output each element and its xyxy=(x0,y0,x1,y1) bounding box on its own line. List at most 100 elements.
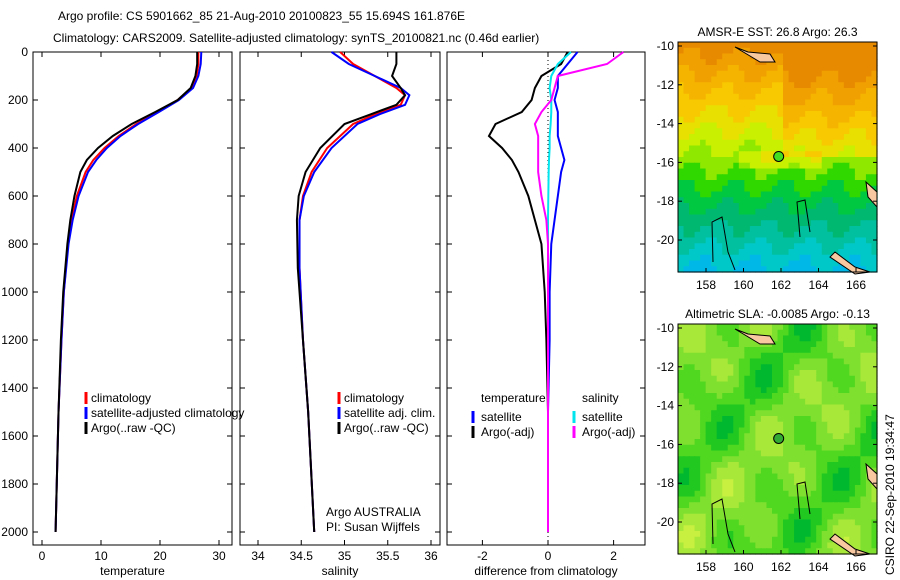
map-cell xyxy=(843,387,850,394)
map-cell xyxy=(799,347,806,354)
map-cell xyxy=(760,536,768,544)
map-cell xyxy=(755,70,762,78)
map-cell xyxy=(678,513,685,521)
map-cell xyxy=(694,542,701,549)
title-line-1: Argo profile: CS 5901662_85 21-Aug-2010 … xyxy=(58,9,465,23)
map-cell xyxy=(733,341,740,348)
map-cell xyxy=(805,145,812,152)
map-cell xyxy=(760,266,768,273)
map-cell xyxy=(683,381,690,388)
map-cell xyxy=(821,226,828,233)
map-cell xyxy=(821,410,828,417)
map-cell xyxy=(838,185,845,193)
map-cell xyxy=(871,174,878,181)
map-cell xyxy=(794,139,801,147)
map-cell xyxy=(755,93,762,101)
map-cell xyxy=(700,352,707,360)
map-cell xyxy=(689,513,696,521)
map-cell xyxy=(760,145,768,152)
map-cell xyxy=(711,151,718,158)
map-cell xyxy=(794,260,801,267)
map-cell xyxy=(810,433,817,440)
map-cell xyxy=(865,65,873,72)
map-cell xyxy=(788,157,795,164)
map-cell xyxy=(738,375,745,383)
map-cell xyxy=(821,237,828,244)
map-cell xyxy=(771,502,779,509)
map-cell xyxy=(678,59,685,66)
map-cell xyxy=(766,519,773,526)
map-cell xyxy=(738,519,745,526)
y-tick-label: -14 xyxy=(657,399,675,413)
map-cell xyxy=(700,456,707,463)
map-cell xyxy=(716,53,723,60)
map-cell xyxy=(744,433,751,440)
map-cell xyxy=(788,450,795,457)
map-cell xyxy=(766,381,773,388)
map-cell xyxy=(705,502,712,509)
map-cell xyxy=(689,191,696,198)
map-cell xyxy=(821,324,828,331)
map-cell xyxy=(838,82,845,89)
map-cell xyxy=(860,364,867,371)
map-cell xyxy=(766,220,773,227)
map-cell xyxy=(805,462,812,469)
map-cell xyxy=(766,47,773,55)
map-cell xyxy=(771,249,779,256)
map-cell xyxy=(860,381,867,388)
map-cell xyxy=(766,145,773,152)
map-cell xyxy=(705,341,712,348)
map-cell xyxy=(860,439,867,446)
map-cell xyxy=(810,525,817,532)
map-cell xyxy=(711,105,718,112)
map-cell xyxy=(827,473,834,480)
map-cell xyxy=(700,324,707,331)
map-cell xyxy=(705,508,712,515)
map-cell xyxy=(854,536,862,544)
map-cell xyxy=(854,439,862,446)
map-cell xyxy=(700,433,707,440)
map-cell xyxy=(821,180,828,187)
map-cell xyxy=(777,485,784,492)
map-cell xyxy=(816,180,823,187)
map-cell xyxy=(838,439,845,446)
map-cell xyxy=(705,548,712,555)
map-cell xyxy=(722,82,729,89)
map-cell xyxy=(722,525,729,532)
map-cell xyxy=(810,341,817,348)
map-cell xyxy=(744,47,751,55)
map-cell xyxy=(810,88,817,95)
map-cell xyxy=(821,433,828,440)
map-cell xyxy=(694,525,701,532)
x-tick-label: 34 xyxy=(251,549,265,563)
map-cell xyxy=(838,341,845,348)
map-cell xyxy=(821,462,828,469)
map-cell xyxy=(760,364,768,371)
map-cell xyxy=(766,231,773,239)
map-cell xyxy=(766,226,773,233)
map-cell xyxy=(738,70,745,78)
map-cell xyxy=(727,444,734,452)
map-cell xyxy=(827,450,834,457)
map-cell xyxy=(766,243,773,250)
map-cell xyxy=(733,168,740,175)
map-cell xyxy=(766,456,773,463)
map-cell xyxy=(722,168,729,175)
map-cell xyxy=(705,157,712,164)
map-cell xyxy=(755,197,762,204)
map-cell xyxy=(766,433,773,440)
map-cell xyxy=(716,59,723,66)
map-cell xyxy=(711,444,718,452)
map-cell xyxy=(788,93,795,101)
map-cell xyxy=(843,439,850,446)
map-cell xyxy=(860,393,867,400)
map-cell xyxy=(827,266,834,273)
map-cell xyxy=(760,410,768,417)
map-cell xyxy=(854,220,862,227)
map-cell xyxy=(749,111,756,118)
map-cell xyxy=(711,536,718,544)
map-cell xyxy=(788,185,795,193)
map-cell xyxy=(832,191,839,198)
map-cell xyxy=(716,220,723,227)
map-cell xyxy=(849,335,856,342)
